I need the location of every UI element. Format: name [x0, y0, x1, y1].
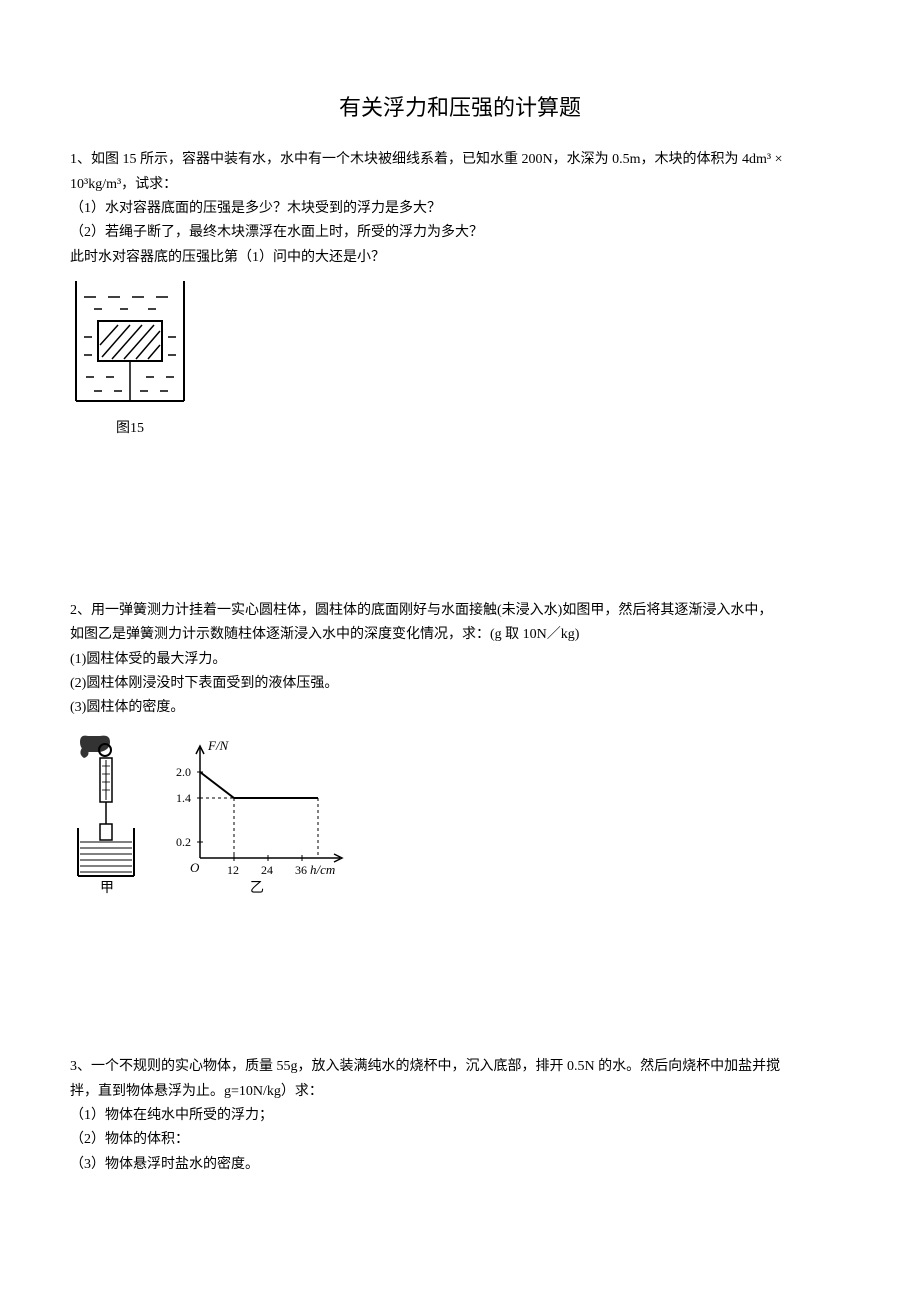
p2-sub3: (3)圆柱体的密度。	[70, 697, 850, 719]
y-tick-1.4: 1.4	[176, 791, 191, 805]
y-tick-0.2: 0.2	[176, 835, 191, 849]
problem-1: 1、如图 15 所示，容器中装有水，水中有一个木块被细线系着，已知水重 200N…	[70, 149, 850, 440]
graph-caption-right: 乙	[250, 880, 264, 896]
p1-line2: 10³kg/m³，试求：	[70, 174, 850, 196]
x-tick-12: 12	[227, 863, 239, 877]
spacer	[70, 460, 850, 600]
x-tick-24: 24	[261, 863, 273, 877]
page-title: 有关浮力和压强的计算题	[70, 90, 850, 125]
container-diagram-icon	[70, 277, 190, 407]
graph-caption-left: 甲	[100, 881, 114, 896]
p1-line1: 1、如图 15 所示，容器中装有水，水中有一个木块被细线系着，已知水重 200N…	[70, 149, 850, 171]
p3-line2: 拌，直到物体悬浮为止。g=10N/kg）求：	[70, 1081, 850, 1103]
y-tick-2.0: 2.0	[176, 765, 191, 779]
p2-sub2: (2)圆柱体刚浸没时下表面受到的液体压强。	[70, 673, 850, 695]
p3-sub1: （1）物体在纯水中所受的浮力；	[70, 1105, 850, 1127]
figure-15: 图15	[70, 277, 850, 440]
p1-sub2: （2）若绳子断了，最终木块漂浮在水面上时，所受的浮力为多大？	[70, 222, 850, 244]
origin-label: O	[190, 860, 200, 875]
spacer	[70, 926, 850, 1056]
p1-sub1: （1）水对容器底面的压强是多少？木块受到的浮力是多大？	[70, 198, 850, 220]
p2-sub1: (1)圆柱体受的最大浮力。	[70, 649, 850, 671]
figure-2: 甲 F/N 2.0 1.4 0.2 O	[70, 728, 850, 906]
p2-line1: 2、用一弹簧测力计挂着一实心圆柱体，圆柱体的底面刚好与水面接触(未浸入水)如图甲…	[70, 600, 850, 622]
spring-graph-diagram-icon: 甲 F/N 2.0 1.4 0.2 O	[70, 728, 350, 898]
p3-line1: 3、一个不规则的实心物体，质量 55g，放入装满纯水的烧杯中，沉入底部，排开 0…	[70, 1056, 850, 1078]
figure-15-label: 图15	[70, 418, 190, 440]
p3-sub3: （3）物体悬浮时盐水的密度。	[70, 1154, 850, 1176]
problem-3: 3、一个不规则的实心物体，质量 55g，放入装满纯水的烧杯中，沉入底部，排开 0…	[70, 1056, 850, 1176]
problem-2: 2、用一弹簧测力计挂着一实心圆柱体，圆柱体的底面刚好与水面接触(未浸入水)如图甲…	[70, 600, 850, 906]
y-axis-label: F/N	[207, 738, 230, 753]
x-axis-label: h/cm	[310, 862, 335, 877]
p1-sub3: 此时水对容器底的压强比第（1）问中的大还是小？	[70, 247, 850, 269]
x-tick-36: 36	[295, 863, 307, 877]
p3-sub2: （2）物体的体积：	[70, 1129, 850, 1151]
p2-line2: 如图乙是弹簧测力计示数随柱体逐渐浸入水中的深度变化情况，求：(g 取 10N／k…	[70, 624, 850, 646]
